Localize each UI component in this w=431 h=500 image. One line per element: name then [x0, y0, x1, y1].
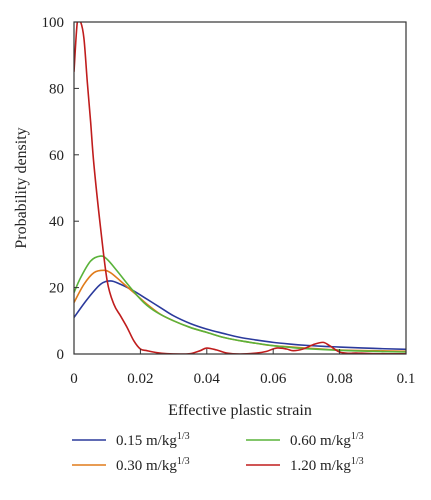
legend-label: 0.15 m/kg1/3 — [116, 431, 190, 449]
y-tick-label: 60 — [49, 148, 64, 164]
x-tick-label: 0 — [70, 371, 78, 387]
y-axis-label: Probability density — [13, 127, 30, 248]
legend-label-exponent: 1/3 — [177, 431, 190, 442]
legend-item: 0.60 m/kg1/3 — [246, 431, 364, 449]
y-tick-label: 20 — [49, 281, 64, 297]
x-tick-label: 0.1 — [397, 371, 416, 387]
legend: 0.15 m/kg1/30.30 m/kg1/30.60 m/kg1/31.20… — [72, 431, 364, 474]
x-tick-label: 0.04 — [194, 371, 221, 387]
x-tick-label: 0.06 — [260, 371, 287, 387]
legend-label-exponent: 1/3 — [351, 456, 364, 467]
x-axis-label: Effective plastic strain — [168, 402, 312, 419]
legend-label-base: 0.30 m/kg — [116, 458, 177, 474]
legend-label: 0.60 m/kg1/3 — [290, 431, 364, 449]
x-axis-ticks: 0 0.02 0.04 0.06 0.08 0.1 — [70, 349, 415, 387]
y-tick-label: 0 — [57, 347, 65, 363]
legend-label-exponent: 1/3 — [177, 456, 190, 467]
series-line-2 — [74, 269, 406, 353]
legend-item: 0.15 m/kg1/3 — [72, 431, 190, 449]
x-tick-label: 0.02 — [127, 371, 153, 387]
legend-label-base: 0.60 m/kg — [290, 433, 351, 449]
y-tick-label: 80 — [49, 81, 64, 97]
legend-label-exponent: 1/3 — [351, 431, 364, 442]
legend-label-base: 0.15 m/kg — [116, 433, 177, 449]
y-tick-label: 40 — [49, 214, 64, 230]
legend-item: 1.20 m/kg1/3 — [246, 456, 364, 474]
legend-label-base: 1.20 m/kg — [290, 458, 351, 474]
plot-frame — [73, 21, 407, 355]
plot-lines — [74, 22, 406, 354]
series-line-4 — [74, 22, 406, 354]
legend-item: 0.30 m/kg1/3 — [72, 456, 190, 474]
series-line-1 — [74, 280, 406, 351]
x-tick-label: 0.08 — [326, 371, 352, 387]
legend-label: 1.20 m/kg1/3 — [290, 456, 364, 474]
legend-label: 0.30 m/kg1/3 — [116, 456, 190, 474]
y-tick-label: 100 — [42, 15, 65, 31]
series-line-3 — [74, 255, 406, 353]
y-axis-ticks: 0 20 40 60 80 100 — [42, 15, 79, 363]
